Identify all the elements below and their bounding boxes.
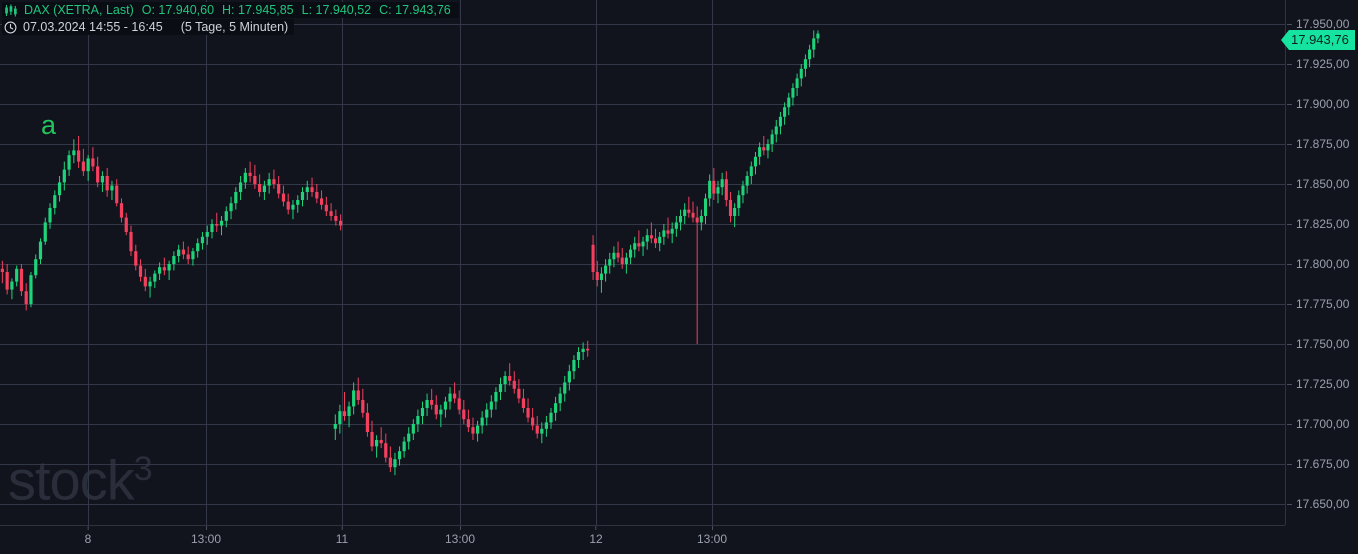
price-axis-label: 17.925,00	[1296, 57, 1350, 71]
tick-mark	[1287, 383, 1292, 385]
last-price-value: 17.943,76	[1289, 30, 1355, 50]
time-axis-tick: 13:00	[191, 526, 221, 546]
tick-mark	[1287, 503, 1292, 505]
price-axis-tick: 17.725,00	[1286, 377, 1349, 391]
price-axis-label: 17.675,00	[1296, 457, 1350, 471]
last-price-arrow	[1281, 30, 1289, 50]
price-axis-label: 17.950,00	[1296, 17, 1350, 31]
time-axis-label: 11	[335, 532, 349, 546]
price-axis-tick: 17.900,00	[1286, 97, 1349, 111]
time-axis-tick: 13:00	[697, 526, 727, 546]
legend-ohlc-row[interactable]: DAX (XETRA, Last) O: 17.940,60 H: 17.945…	[2, 2, 459, 18]
price-axis-label: 17.900,00	[1296, 97, 1350, 111]
tick-mark	[1287, 183, 1292, 185]
tick-mark	[1287, 143, 1292, 145]
legend-datetime: 07.03.2024 14:55 - 16:45	[23, 20, 163, 34]
tick-mark	[87, 526, 89, 530]
tick-mark	[459, 526, 461, 530]
time-axis-tick: 12	[589, 526, 603, 546]
tick-mark	[341, 526, 343, 530]
price-axis-tick: 17.875,00	[1286, 137, 1349, 151]
time-axis-label: 13:00	[696, 532, 728, 546]
tick-mark	[1287, 63, 1292, 65]
candlestick-icon	[4, 4, 18, 17]
price-axis-label: 17.700,00	[1296, 417, 1350, 431]
legend-range-info: (5 Tage, 5 Minuten)	[180, 20, 289, 34]
price-axis-tick: 17.750,00	[1286, 337, 1349, 351]
legend-time-row[interactable]: 07.03.2024 14:55 - 16:45 (5 Tage, 5 Minu…	[2, 19, 295, 35]
legend-high: H: 17.945,85	[222, 3, 294, 17]
time-axis-tick: 13:00	[445, 526, 475, 546]
tick-mark	[1287, 223, 1292, 225]
clock-icon	[4, 21, 17, 34]
time-axis-label: 12	[589, 532, 603, 546]
candlestick-series	[0, 30, 820, 476]
last-price-badge: 17.943,76	[1281, 30, 1355, 50]
tick-mark	[711, 526, 713, 530]
tick-mark	[1287, 423, 1292, 425]
price-axis-label: 17.825,00	[1296, 217, 1350, 231]
legend-symbol: DAX (XETRA, Last)	[24, 3, 134, 17]
legend-open: O: 17.940,60	[141, 3, 215, 17]
time-axis-tick: 8	[84, 526, 92, 546]
price-axis-label: 17.775,00	[1296, 297, 1350, 311]
tick-mark	[595, 526, 597, 530]
legend-low: L: 17.940,52	[301, 3, 372, 17]
time-axis-label: 13:00	[190, 532, 222, 546]
price-axis-label: 17.725,00	[1296, 377, 1350, 391]
price-axis-label: 17.750,00	[1296, 337, 1350, 351]
tick-mark	[1287, 343, 1292, 345]
chart-legend: DAX (XETRA, Last) O: 17.940,60 H: 17.945…	[0, 0, 463, 38]
price-axis-tick: 17.675,00	[1286, 457, 1349, 471]
legend-close: C: 17.943,76	[379, 3, 451, 17]
plot-area[interactable]	[0, 0, 1285, 525]
price-axis[interactable]: 17.950,00 17.925,00 17.900,00 17.875,00 17.8…	[1285, 0, 1358, 525]
price-axis-label: 17.650,00	[1296, 497, 1350, 511]
tick-mark	[1287, 263, 1292, 265]
price-axis-label: 17.850,00	[1296, 177, 1350, 191]
price-axis-tick: 17.700,00	[1286, 417, 1349, 431]
price-axis-tick: 17.775,00	[1286, 297, 1349, 311]
price-axis-tick: 17.800,00	[1286, 257, 1349, 271]
price-axis-tick: 17.950,00	[1286, 17, 1349, 31]
price-axis-tick: 17.650,00	[1286, 497, 1349, 511]
time-axis-tick: 11	[336, 526, 348, 546]
price-axis-label: 17.875,00	[1296, 137, 1350, 151]
grid-layer	[0, 0, 1285, 525]
price-axis-tick: 17.850,00	[1286, 177, 1349, 191]
tick-mark	[1287, 463, 1292, 465]
tick-mark	[1287, 103, 1292, 105]
time-axis-label: 8	[84, 532, 92, 546]
price-axis-tick: 17.925,00	[1286, 57, 1349, 71]
time-axis[interactable]: 8 13:00 11 13:00 12 13:00	[0, 525, 1285, 554]
time-axis-label: 13:00	[444, 532, 476, 546]
tick-mark	[1287, 23, 1292, 25]
price-axis-label: 17.800,00	[1296, 257, 1350, 271]
price-axis-tick: 17.825,00	[1286, 217, 1349, 231]
tick-mark	[1287, 303, 1292, 305]
tick-mark	[205, 526, 207, 530]
